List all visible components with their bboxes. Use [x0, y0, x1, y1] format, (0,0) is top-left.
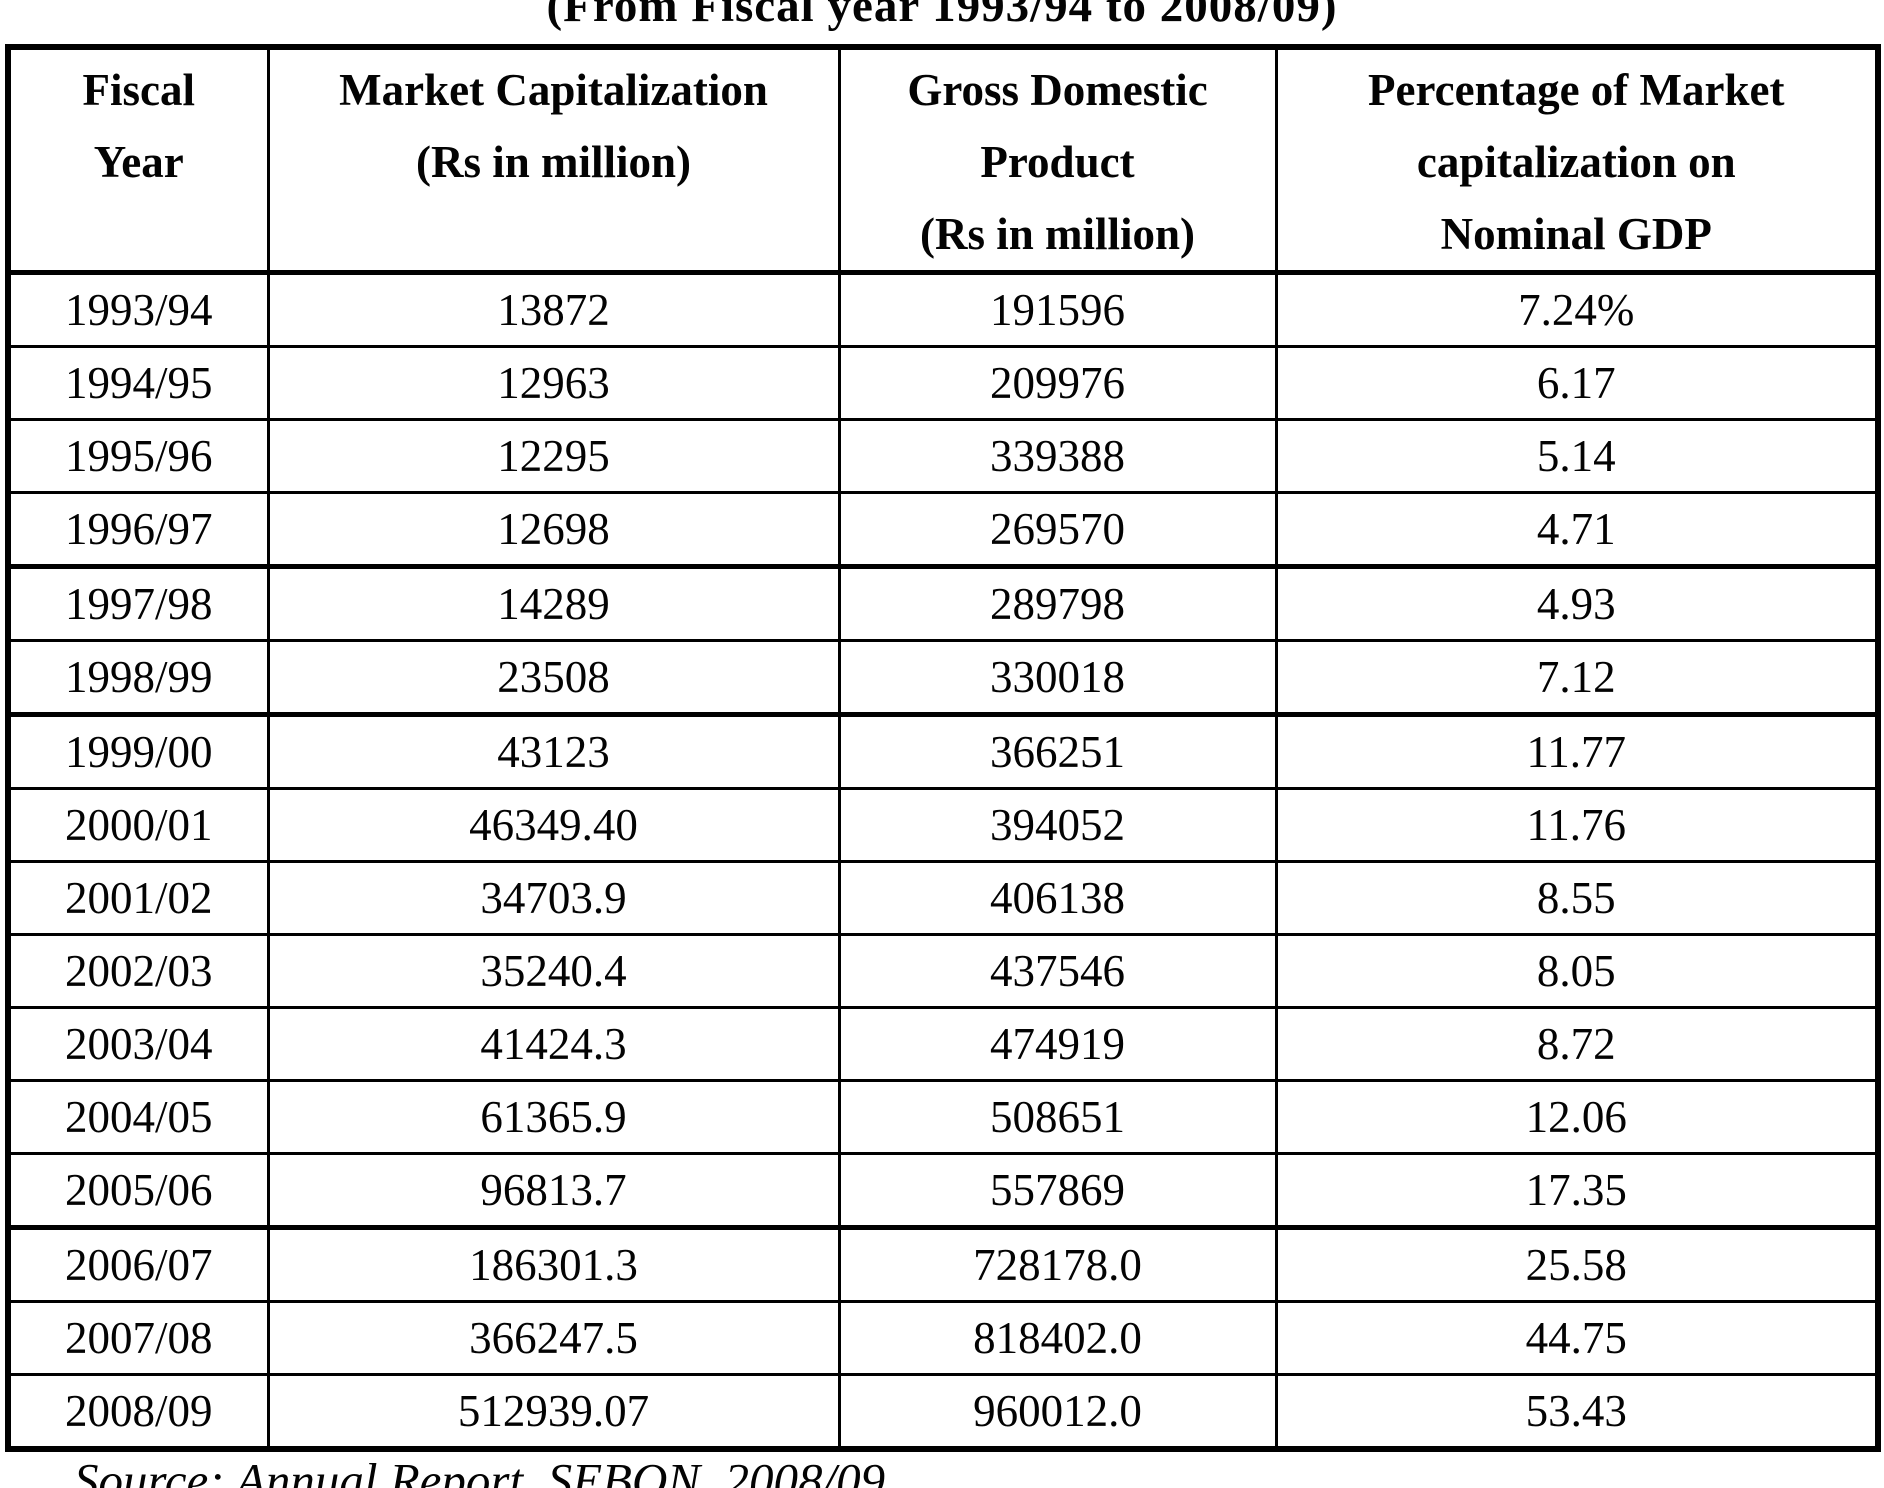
cell-market-cap: 13872 [266, 271, 841, 348]
cell-gdp: 209976 [837, 345, 1278, 421]
cell-fiscal-year: 2008/09 [6, 1373, 270, 1451]
cell-gdp: 191596 [837, 271, 1278, 348]
table-row: 1995/96 12295 339388 5.14 [6, 418, 1880, 494]
cell-gdp: 366251 [837, 712, 1278, 790]
cell-gdp: 508651 [837, 1079, 1278, 1155]
cell-fiscal-year: 2002/03 [6, 933, 270, 1009]
cell-market-cap: 34703.9 [266, 860, 841, 936]
cell-pct-of-gdp: 44.75 [1274, 1300, 1880, 1376]
cell-fiscal-year: 2000/01 [6, 787, 270, 863]
cell-market-cap: 12963 [266, 345, 841, 421]
table-caption-clipped: (From Fiscal year 1993/94 to 2008/09) [546, 0, 1338, 32]
cell-market-cap: 46349.40 [266, 787, 841, 863]
cell-market-cap: 186301.3 [266, 1225, 841, 1303]
cell-pct-of-gdp: 5.14 [1274, 418, 1880, 494]
cell-gdp: 406138 [837, 860, 1278, 936]
cell-gdp: 557869 [837, 1152, 1278, 1229]
cell-market-cap: 12295 [266, 418, 841, 494]
cell-fiscal-year: 2005/06 [6, 1152, 270, 1229]
cell-gdp: 437546 [837, 933, 1278, 1009]
cell-gdp: 728178.0 [837, 1225, 1278, 1303]
cell-fiscal-year: 2006/07 [6, 1225, 270, 1303]
cell-market-cap: 96813.7 [266, 1152, 841, 1229]
table-row: 1999/00 43123 366251 11.77 [6, 712, 1880, 790]
cell-pct-of-gdp: 11.76 [1274, 787, 1880, 863]
cell-fiscal-year: 2007/08 [6, 1300, 270, 1376]
cell-gdp: 960012.0 [837, 1373, 1278, 1451]
cell-pct-of-gdp: 8.72 [1274, 1006, 1880, 1082]
table-row: 1994/95 12963 209976 6.17 [6, 345, 1880, 421]
table-row: 1998/99 23508 330018 7.12 [6, 639, 1880, 716]
source-note-clipped: Source: Annual Report, SEBON, 2008/09 [74, 1453, 886, 1488]
cell-fiscal-year: 1994/95 [6, 345, 270, 421]
cell-pct-of-gdp: 7.24% [1274, 271, 1880, 348]
cell-fiscal-year: 1996/97 [6, 491, 270, 568]
cell-gdp: 818402.0 [837, 1300, 1278, 1376]
cell-market-cap: 12698 [266, 491, 841, 568]
table-body: 1993/94 13872 191596 7.24% 1994/95 12963… [6, 271, 1880, 1451]
cell-pct-of-gdp: 17.35 [1274, 1152, 1880, 1229]
cell-fiscal-year: 1998/99 [6, 639, 270, 716]
cell-pct-of-gdp: 53.43 [1274, 1373, 1880, 1451]
cell-fiscal-year: 1997/98 [6, 564, 270, 642]
cell-gdp: 330018 [837, 639, 1278, 716]
cell-fiscal-year: 1993/94 [6, 271, 270, 348]
cell-pct-of-gdp: 25.58 [1274, 1225, 1880, 1303]
cell-market-cap: 23508 [266, 639, 841, 716]
cell-gdp: 474919 [837, 1006, 1278, 1082]
cell-market-cap: 512939.07 [266, 1373, 841, 1451]
header-market-capitalization: Market Capitalization (Rs in million) [266, 45, 841, 275]
table-row: 2004/05 61365.9 508651 12.06 [6, 1079, 1880, 1155]
cell-fiscal-year: 1995/96 [6, 418, 270, 494]
cell-pct-of-gdp: 8.05 [1274, 933, 1880, 1009]
cell-market-cap: 43123 [266, 712, 841, 790]
table-row: 2002/03 35240.4 437546 8.05 [6, 933, 1880, 1009]
cell-gdp: 394052 [837, 787, 1278, 863]
cell-gdp: 339388 [837, 418, 1278, 494]
cell-market-cap: 366247.5 [266, 1300, 841, 1376]
market-capitalization-gdp-table: Fiscal Year Market Capitalization (Rs in… [5, 44, 1881, 1452]
cell-pct-of-gdp: 4.93 [1274, 564, 1880, 642]
table-row: 2007/08 366247.5 818402.0 44.75 [6, 1300, 1880, 1376]
cell-market-cap: 41424.3 [266, 1006, 841, 1082]
cell-fiscal-year: 1999/00 [6, 712, 270, 790]
cell-pct-of-gdp: 12.06 [1274, 1079, 1880, 1155]
cell-fiscal-year: 2004/05 [6, 1079, 270, 1155]
cell-market-cap: 35240.4 [266, 933, 841, 1009]
table-row: 2001/02 34703.9 406138 8.55 [6, 860, 1880, 936]
table-header-row: Fiscal Year Market Capitalization (Rs in… [6, 45, 1880, 275]
table-row: 1996/97 12698 269570 4.71 [6, 491, 1880, 568]
cell-market-cap: 61365.9 [266, 1079, 841, 1155]
cell-fiscal-year: 2003/04 [6, 1006, 270, 1082]
table-row: 2008/09 512939.07 960012.0 53.43 [6, 1373, 1880, 1451]
cell-pct-of-gdp: 6.17 [1274, 345, 1880, 421]
cell-pct-of-gdp: 8.55 [1274, 860, 1880, 936]
header-percentage-of-market-capitalization: Percentage of Market capitalization on N… [1274, 45, 1880, 275]
cell-fiscal-year: 2001/02 [6, 860, 270, 936]
cell-pct-of-gdp: 7.12 [1274, 639, 1880, 716]
table-row: 1993/94 13872 191596 7.24% [6, 271, 1880, 348]
table-row: 2005/06 96813.7 557869 17.35 [6, 1152, 1880, 1229]
cell-market-cap: 14289 [266, 564, 841, 642]
table-row: 2003/04 41424.3 474919 8.72 [6, 1006, 1880, 1082]
cell-pct-of-gdp: 11.77 [1274, 712, 1880, 790]
table-row: 1997/98 14289 289798 4.93 [6, 564, 1880, 642]
header-gross-domestic-product: Gross Domestic Product (Rs in million) [837, 45, 1278, 275]
table-row: 2000/01 46349.40 394052 11.76 [6, 787, 1880, 863]
cell-pct-of-gdp: 4.71 [1274, 491, 1880, 568]
table-row: 2006/07 186301.3 728178.0 25.58 [6, 1225, 1880, 1303]
cell-gdp: 269570 [837, 491, 1278, 568]
cell-gdp: 289798 [837, 564, 1278, 642]
header-fiscal-year: Fiscal Year [6, 45, 270, 275]
